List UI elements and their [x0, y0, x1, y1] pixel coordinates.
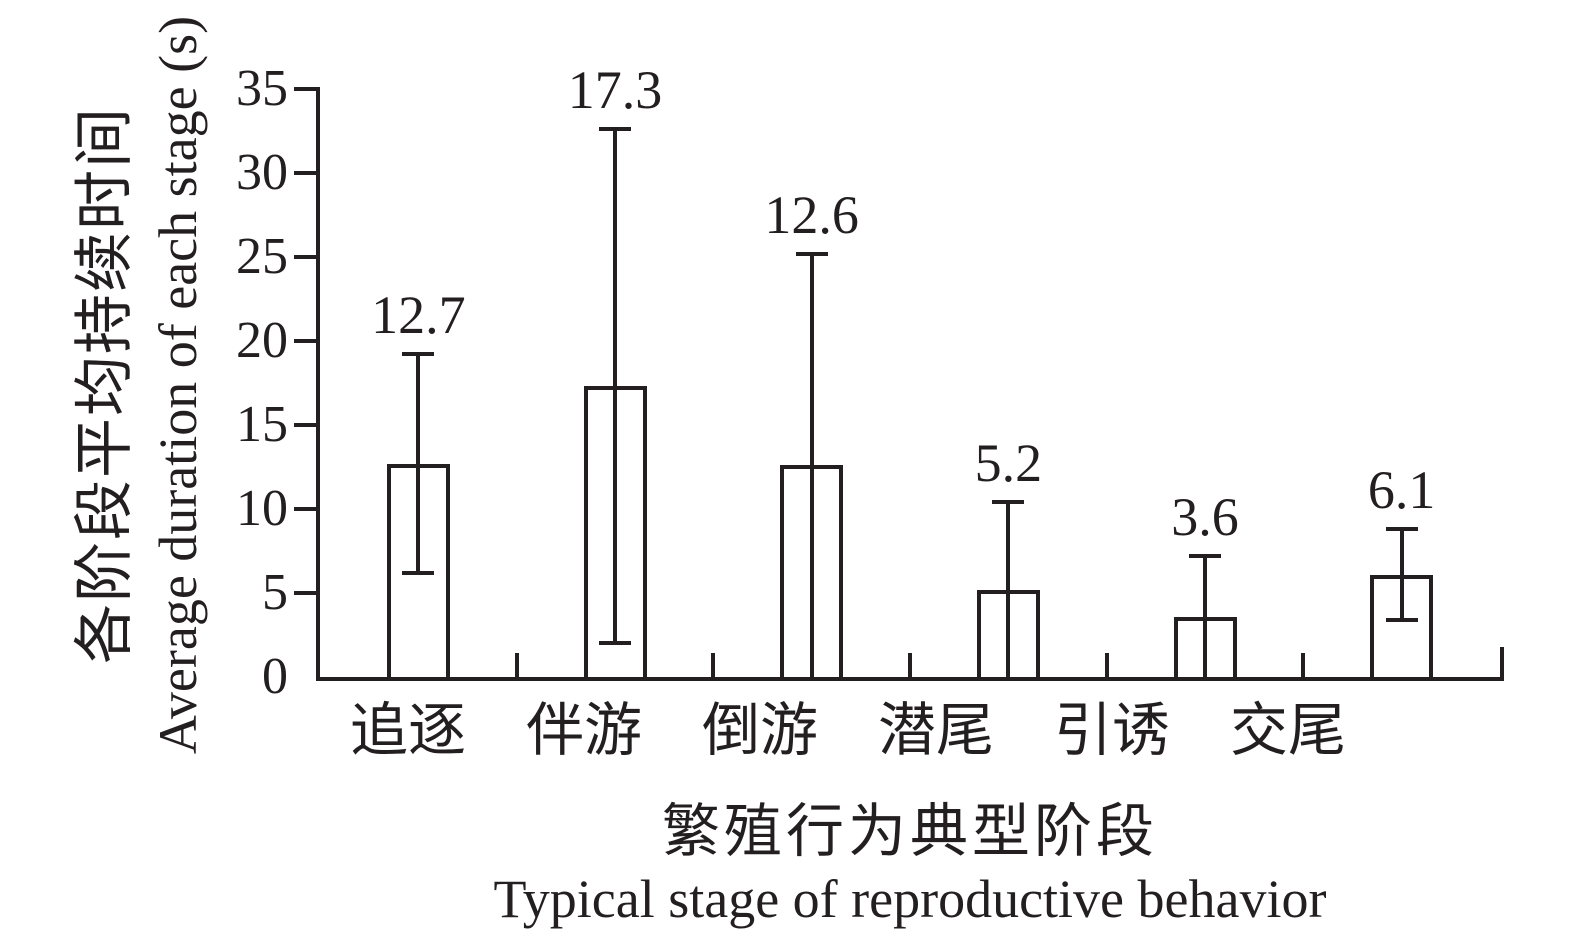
error-bar-cap-top — [402, 352, 435, 357]
bar-value-label: 5.2 — [974, 433, 1043, 494]
x-axis-tick — [1301, 653, 1306, 677]
x-axis-tick — [514, 653, 519, 677]
error-bar-cap-top — [1189, 554, 1221, 559]
bar-value-label: 17.3 — [567, 60, 663, 121]
y-axis-tick — [294, 339, 316, 343]
bar-value-label: 3.6 — [1171, 487, 1239, 548]
y-tick-label: 20 — [236, 312, 288, 369]
x-category-label: 引诱 — [1053, 698, 1170, 763]
error-bar-cap-top — [599, 127, 631, 132]
error-bar-line — [416, 354, 421, 573]
y-axis-tick — [294, 171, 316, 175]
bar-value-label: 12.7 — [371, 285, 466, 346]
error-bar-line — [1006, 502, 1011, 677]
error-bar-cap-bottom — [1385, 617, 1418, 622]
x-axis-end-tick — [1500, 647, 1504, 681]
y-tick-label: 10 — [236, 480, 288, 537]
y-tick-label: 30 — [236, 144, 288, 201]
y-axis-tick — [294, 255, 316, 259]
error-bar-cap-bottom — [402, 570, 435, 575]
x-category-label: 交尾 — [1229, 698, 1346, 763]
y-tick-label: 15 — [236, 396, 288, 453]
error-bar-cap-top — [992, 500, 1025, 505]
y-tick-label: 5 — [262, 564, 288, 621]
error-bar-cap-top — [795, 251, 828, 256]
error-bar-line — [613, 129, 617, 644]
x-axis-line — [316, 677, 1504, 681]
error-bar-line — [1399, 529, 1404, 620]
error-bar-line — [1203, 556, 1207, 677]
x-axis-title-chinese: 繁殖行为典型阶段 — [661, 799, 1158, 864]
x-axis-tick — [1104, 653, 1109, 677]
x-axis-title: 繁殖行为典型阶段 Typical stage of reproductive b… — [310, 796, 1510, 930]
x-axis-title-english: Typical stage of reproductive behavior — [493, 869, 1327, 929]
y-axis-tick — [294, 507, 316, 511]
y-tick-label: 35 — [236, 60, 288, 117]
error-bar-cap-bottom — [599, 641, 631, 646]
error-bar-line — [809, 253, 814, 677]
y-axis-line — [316, 87, 320, 681]
bar-value-label: 12.6 — [764, 184, 859, 245]
y-tick-label: 25 — [236, 228, 288, 285]
x-category-label: 伴游 — [525, 698, 642, 763]
x-axis-tick — [908, 653, 912, 677]
y-axis-tick — [294, 591, 316, 595]
y-axis-tick — [294, 87, 316, 91]
y-tick-label: 0 — [262, 648, 288, 705]
x-category-label: 潜尾 — [877, 698, 994, 763]
bar-value-label: 6.1 — [1367, 460, 1436, 521]
x-category-label: 倒游 — [701, 698, 818, 763]
y-axis-tick — [294, 423, 316, 427]
x-category-label: 追逐 — [349, 698, 466, 763]
error-bar-cap-top — [1385, 527, 1418, 532]
x-axis-tick — [711, 653, 716, 677]
